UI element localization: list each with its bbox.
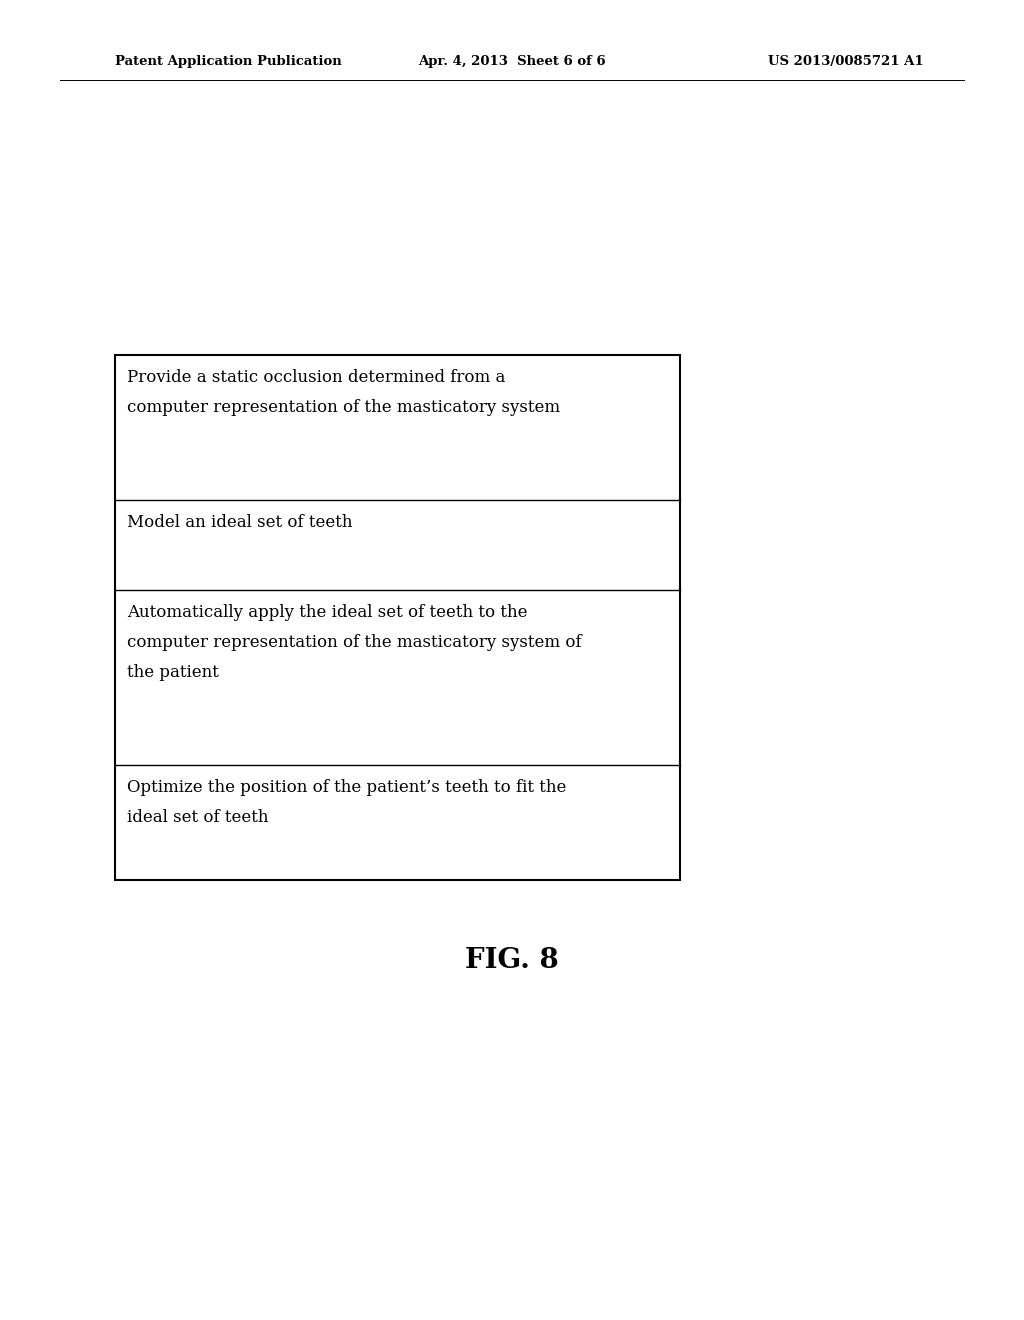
Text: Apr. 4, 2013  Sheet 6 of 6: Apr. 4, 2013 Sheet 6 of 6	[418, 55, 606, 69]
Text: US 2013/0085721 A1: US 2013/0085721 A1	[768, 55, 924, 69]
Text: Optimize the position of the patient’s teeth to fit the
ideal set of teeth: Optimize the position of the patient’s t…	[127, 779, 566, 826]
Text: Patent Application Publication: Patent Application Publication	[115, 55, 342, 69]
Text: FIG. 8: FIG. 8	[465, 946, 559, 974]
Bar	[115, 355, 680, 880]
Text: Model an ideal set of teeth: Model an ideal set of teeth	[127, 513, 352, 531]
Text: Provide a static occlusion determined from a
computer representation of the mast: Provide a static occlusion determined fr…	[127, 370, 560, 416]
Text: Automatically apply the ideal set of teeth to the
computer representation of the: Automatically apply the ideal set of tee…	[127, 605, 582, 681]
